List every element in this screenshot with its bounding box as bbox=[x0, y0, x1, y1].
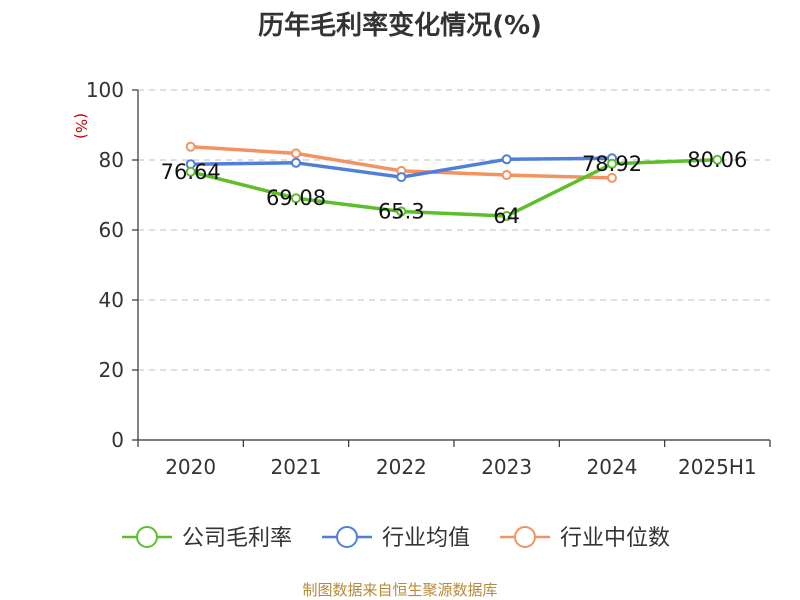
x-tick-label: 2022 bbox=[376, 455, 427, 479]
data-point[interactable] bbox=[607, 158, 617, 169]
y-unit-label: (%) bbox=[72, 113, 90, 139]
x-tick-label: 2023 bbox=[481, 455, 532, 479]
data-label: 69.08 bbox=[266, 186, 326, 210]
legend-item-2[interactable]: 行业中位数 bbox=[500, 526, 670, 551]
legend-label: 行业均值 bbox=[382, 526, 470, 551]
gridlines bbox=[138, 89, 770, 371]
x-tick-label: 2025H1 bbox=[678, 455, 757, 479]
data-point[interactable] bbox=[291, 157, 301, 168]
series-line-0 bbox=[188, 158, 720, 218]
data-point[interactable] bbox=[396, 206, 407, 217]
legend-marker bbox=[336, 526, 358, 548]
data-label: 64 bbox=[493, 204, 520, 228]
data-point[interactable] bbox=[607, 172, 617, 183]
data-label: 80.06 bbox=[687, 148, 747, 172]
legend-item-0[interactable]: 公司毛利率 bbox=[122, 526, 292, 551]
series-group bbox=[185, 141, 723, 221]
x-tick-label: 2020 bbox=[165, 455, 216, 479]
legend-marker bbox=[136, 526, 158, 548]
data-label: 65.3 bbox=[378, 199, 425, 223]
y-tick-label: 0 bbox=[111, 428, 124, 452]
x-tick-label: 2024 bbox=[587, 455, 638, 479]
y-tick-label: 100 bbox=[86, 78, 124, 102]
x-tick-label: 2021 bbox=[271, 455, 322, 479]
data-point[interactable] bbox=[185, 166, 196, 177]
data-labels: 76.64 69.08 65.3 64 78.92 80.06 bbox=[161, 148, 748, 228]
chart-title: 历年毛利率变化情况(%) bbox=[258, 10, 542, 41]
legend-label: 公司毛利率 bbox=[182, 526, 292, 551]
data-point[interactable] bbox=[291, 148, 301, 159]
data-point[interactable] bbox=[501, 170, 512, 181]
data-point[interactable] bbox=[712, 154, 723, 165]
legend[interactable]: 公司毛利率 行业均值 行业中位数 bbox=[122, 526, 670, 551]
legend-item-1[interactable]: 行业均值 bbox=[322, 526, 470, 551]
source-note: 制图数据来自恒生聚源数据库 bbox=[302, 581, 497, 599]
data-point[interactable] bbox=[501, 154, 512, 165]
axes: 0 20 40 60 80 100 2020 2021 2022 2023 2024 2025H1 bbox=[86, 78, 771, 479]
y-tick-label: 80 bbox=[99, 148, 124, 172]
data-point[interactable] bbox=[396, 172, 407, 183]
data-label: 78.92 bbox=[582, 152, 642, 176]
y-tick-label: 20 bbox=[99, 358, 124, 382]
data-point[interactable] bbox=[291, 193, 301, 204]
data-point[interactable] bbox=[185, 141, 196, 152]
y-tick-label: 40 bbox=[99, 288, 124, 312]
legend-marker bbox=[514, 526, 536, 548]
legend-label: 行业中位数 bbox=[560, 526, 670, 551]
y-tick-label: 60 bbox=[99, 218, 124, 242]
data-point[interactable] bbox=[501, 211, 512, 221]
data-label: 76.64 bbox=[161, 160, 221, 184]
